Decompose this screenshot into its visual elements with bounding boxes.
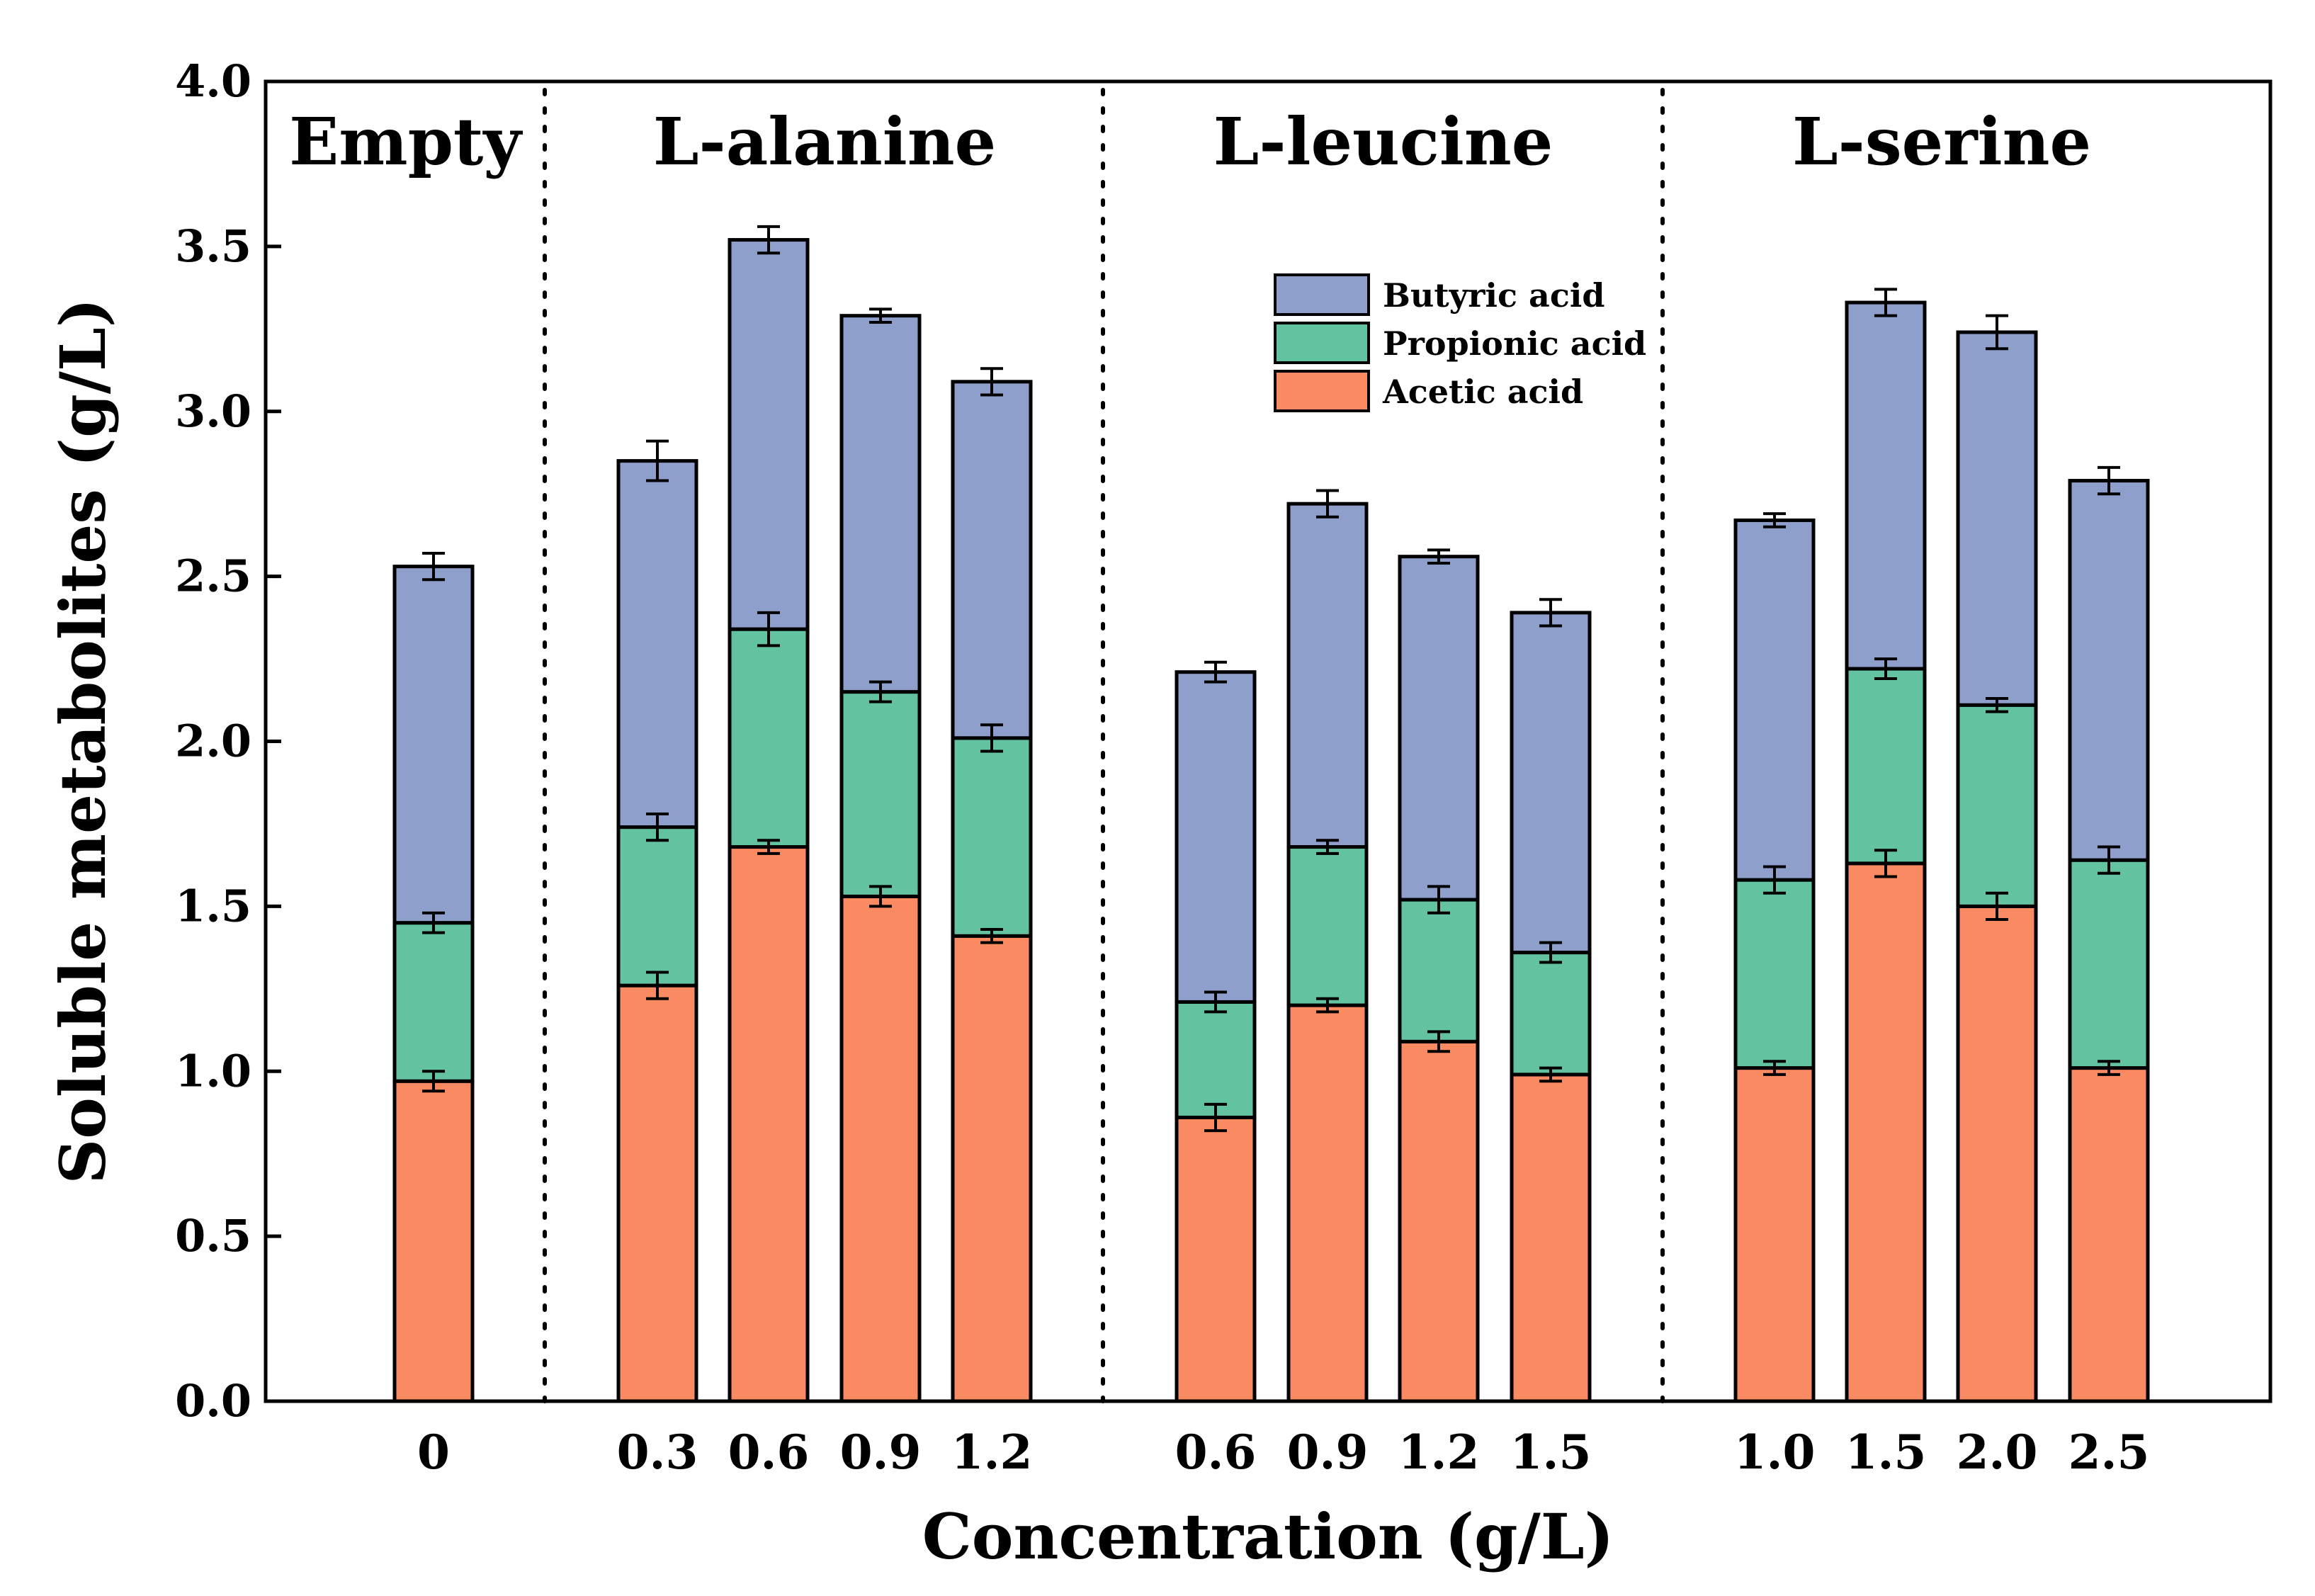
legend-label-propionic: Propionic acid xyxy=(1383,324,1646,363)
x-category-label: 2.0 xyxy=(1957,1425,2038,1480)
bar-segment-butyric xyxy=(728,238,810,631)
legend-swatch-acetic xyxy=(1274,370,1370,412)
bar-segment-propionic xyxy=(392,921,475,1083)
x-category-label: 1.5 xyxy=(1510,1425,1592,1480)
y-tick-label: 0.0 xyxy=(175,1375,251,1427)
bar-segment-butyric xyxy=(839,314,922,694)
x-category-label: 0.9 xyxy=(840,1425,922,1480)
group-label: L-leucine xyxy=(1213,103,1553,180)
bar-segment-propionic xyxy=(2068,858,2150,1070)
x-category-label: 1.2 xyxy=(951,1425,1033,1480)
x-category-label: 0.6 xyxy=(1175,1425,1257,1480)
group-labels: Empty L-alanine L-leucine L-serine xyxy=(289,103,2091,180)
bar-segment-propionic xyxy=(616,825,698,987)
bar-segment-butyric xyxy=(1175,670,1257,1004)
x-axis-title: Concentration (g/L) xyxy=(922,1500,1614,1573)
bar-segment-acetic xyxy=(1286,1003,1369,1403)
bar-segment-acetic xyxy=(728,845,810,1403)
y-tick-label: 4.0 xyxy=(175,55,251,107)
bar-segment-propionic xyxy=(1175,1000,1257,1119)
bar-segment-butyric xyxy=(1733,518,1816,882)
bar-segment-butyric xyxy=(616,459,698,830)
bar-segment-propionic xyxy=(951,736,1033,938)
legend-swatch-propionic xyxy=(1274,322,1370,364)
x-category-label: 0.6 xyxy=(728,1425,810,1480)
x-category-label: 0.3 xyxy=(617,1425,698,1480)
group-label: Empty xyxy=(289,103,523,180)
bar-segment-acetic xyxy=(616,983,698,1403)
x-category-label: 1.2 xyxy=(1398,1425,1480,1480)
bar-segment-propionic xyxy=(1398,898,1480,1043)
y-axis-ticks: 0.0 0.5 1.0 1.5 2.0 2.5 3.0 3.5 4.0 xyxy=(175,55,281,1427)
y-tick-label: 3.0 xyxy=(175,385,251,437)
bar-segment-acetic xyxy=(951,934,1033,1403)
bars xyxy=(392,238,2150,1403)
bar-segment-butyric xyxy=(392,565,475,925)
group-label: L-alanine xyxy=(653,103,996,180)
bar-segment-butyric xyxy=(1510,611,1592,955)
x-category-label: 0 xyxy=(417,1425,450,1480)
bar-segment-butyric xyxy=(951,380,1033,740)
legend-label-acetic: Acetic acid xyxy=(1382,373,1583,411)
bar-segment-propionic xyxy=(1733,878,1816,1070)
group-dividers xyxy=(543,88,1665,1403)
legend: Butyric acid Propionic acid Acetic acid xyxy=(1274,273,1646,412)
x-category-label: 1.5 xyxy=(1845,1425,1927,1480)
bar-segment-butyric xyxy=(1398,555,1480,902)
bar-segment-propionic xyxy=(728,627,810,849)
bar-segment-acetic xyxy=(1956,904,2038,1403)
bar-segment-butyric xyxy=(1956,330,2038,707)
y-tick-label: 1.0 xyxy=(175,1045,251,1097)
error-bars xyxy=(422,225,2120,1133)
bar-segment-acetic xyxy=(392,1079,475,1403)
y-tick-label: 1.5 xyxy=(175,880,251,932)
x-category-label: 2.5 xyxy=(2068,1425,2150,1480)
bar-segment-acetic xyxy=(2068,1066,2150,1403)
legend-label-butyric: Butyric acid xyxy=(1383,276,1605,315)
bar-segment-butyric xyxy=(1845,300,1927,671)
group-label: L-serine xyxy=(1792,103,2091,180)
bar-segment-acetic xyxy=(1733,1066,1816,1403)
bar-segment-acetic xyxy=(839,894,922,1403)
bar-segment-propionic xyxy=(1956,703,2038,908)
bar-segment-acetic xyxy=(1175,1115,1257,1403)
legend-swatch-butyric xyxy=(1274,273,1370,316)
x-axis-labels: 0 0.3 0.6 0.9 1.2 0.6 0.9 1.2 1.5 1.0 1.5 2.0 2.5 xyxy=(417,1425,2149,1480)
bar-segment-acetic xyxy=(1510,1073,1592,1403)
y-tick-label: 2.5 xyxy=(175,550,251,602)
bar-segment-butyric xyxy=(2068,479,2150,862)
bar-segment-propionic xyxy=(1286,845,1369,1007)
bar-segment-butyric xyxy=(1286,502,1369,849)
bar-segment-propionic xyxy=(1845,667,1927,866)
bar-segment-propionic xyxy=(1510,951,1592,1077)
y-tick-label: 2.0 xyxy=(175,715,251,767)
y-axis-title: Soluble metabolites (g/L) xyxy=(46,298,120,1184)
x-category-label: 0.9 xyxy=(1287,1425,1369,1480)
x-category-label: 1.0 xyxy=(1734,1425,1816,1480)
bar-segment-acetic xyxy=(1845,861,1927,1403)
bar-segment-acetic xyxy=(1398,1039,1480,1403)
y-tick-label: 3.5 xyxy=(175,220,251,272)
y-tick-label: 0.5 xyxy=(175,1210,251,1262)
bar-segment-propionic xyxy=(839,690,922,898)
